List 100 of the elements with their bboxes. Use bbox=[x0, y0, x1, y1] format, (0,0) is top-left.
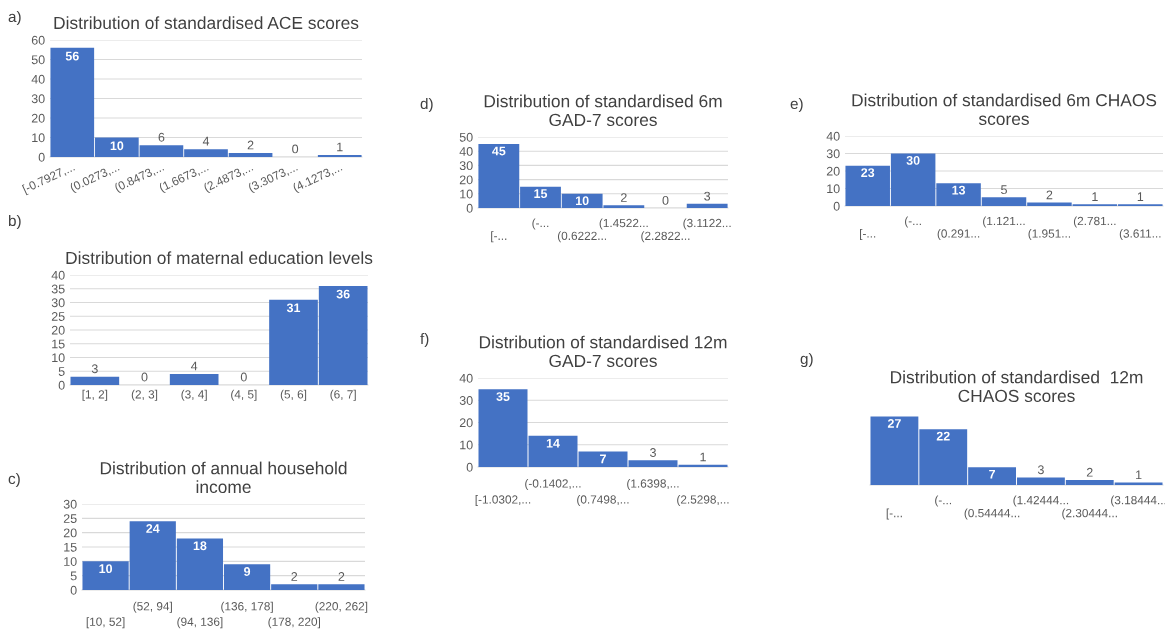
y-tick-label: 0 bbox=[58, 380, 65, 390]
data-label: 3 bbox=[91, 364, 98, 374]
y-tick-label: 0 bbox=[38, 152, 45, 162]
y-tick-label: 5 bbox=[70, 571, 77, 581]
x-tick-label: (178, 220] bbox=[268, 617, 320, 629]
y-tick-label: 50 bbox=[459, 132, 473, 142]
data-label: 1 bbox=[337, 142, 343, 152]
x-tick-label: (0.54444... bbox=[964, 508, 1020, 520]
data-label: 15 bbox=[534, 189, 548, 199]
data-label: 30 bbox=[906, 155, 920, 165]
y-tick-label: 15 bbox=[64, 542, 77, 552]
x-tick-label: (2.30444... bbox=[1062, 508, 1117, 520]
y-tick-label: 0 bbox=[70, 585, 77, 595]
data-label: 5 bbox=[1001, 185, 1007, 195]
data-label: 2 bbox=[1046, 190, 1053, 200]
x-tick-label: (52, 94] bbox=[133, 601, 172, 613]
x-tick-label: (1.42444... bbox=[1013, 495, 1069, 507]
y-tick-label: 15 bbox=[52, 339, 65, 349]
chart-title: Distribution of annual household income bbox=[100, 461, 347, 494]
x-tick-label: (3.18444... bbox=[1111, 495, 1165, 507]
data-label: 1 bbox=[700, 452, 706, 462]
y-tick-label: 20 bbox=[31, 113, 45, 123]
x-tick-label: [-... bbox=[886, 508, 902, 520]
y-tick-label: 30 bbox=[31, 94, 45, 104]
x-tick-label: (2, 3] bbox=[131, 389, 158, 401]
x-tick-label: (94, 136] bbox=[177, 617, 223, 629]
x-tick-label: (-... bbox=[905, 216, 921, 228]
data-label: 10 bbox=[110, 141, 124, 151]
y-tick-label: 25 bbox=[51, 312, 65, 321]
bar bbox=[169, 374, 219, 385]
x-tick-label: (2.5298,... bbox=[677, 495, 729, 506]
data-label: 9 bbox=[244, 567, 251, 576]
y-tick-label: 40 bbox=[51, 270, 65, 280]
data-label: 2 bbox=[291, 572, 298, 581]
data-label: 14 bbox=[546, 438, 560, 448]
text: f) bbox=[420, 332, 429, 348]
data-label: 3 bbox=[1037, 465, 1044, 475]
x-tick-label: (2.2822... bbox=[641, 231, 690, 243]
y-tick-label: 10 bbox=[32, 133, 45, 143]
data-label: 45 bbox=[492, 146, 506, 156]
data-label: 24 bbox=[146, 524, 160, 533]
y-tick-label: 40 bbox=[31, 74, 45, 84]
y-tick-label: 20 bbox=[826, 166, 840, 176]
x-tick-label: (0.291... bbox=[937, 229, 980, 241]
data-label: 31 bbox=[286, 303, 301, 313]
text: c) bbox=[8, 472, 20, 488]
text: d) bbox=[420, 97, 433, 113]
x-tick-label: (6, 7] bbox=[330, 389, 356, 401]
y-tick-label: 5 bbox=[58, 367, 65, 376]
x-tick-label: (-0.1402,... bbox=[525, 478, 581, 490]
text: b) bbox=[8, 214, 21, 230]
data-label: 7 bbox=[600, 454, 606, 464]
y-tick-label: 20 bbox=[51, 325, 65, 335]
y-tick-label: 30 bbox=[459, 396, 473, 405]
y-tick-label: 10 bbox=[460, 440, 473, 450]
chart-title: Distribution of standardised 6m CHAOS scores bbox=[852, 93, 1157, 126]
y-tick-label: 0 bbox=[833, 201, 840, 211]
data-label: 2 bbox=[620, 193, 627, 202]
x-tick-label: (4, 5] bbox=[231, 389, 257, 401]
x-tick-label: (1.6398,... bbox=[627, 478, 679, 490]
data-label: 36 bbox=[336, 289, 350, 299]
data-label: 2 bbox=[338, 572, 345, 581]
data-label: 1 bbox=[1092, 192, 1098, 201]
data-label: 2 bbox=[247, 140, 254, 150]
chart-title: Distribution of standardised ACE scores bbox=[54, 16, 359, 30]
chart-title: Distribution of standardised 12m CHAOS scores bbox=[891, 370, 1143, 403]
x-tick-label: [-... bbox=[491, 231, 507, 243]
data-label: 3 bbox=[650, 448, 656, 457]
data-label: 7 bbox=[989, 469, 996, 479]
x-tick-label: [-1.0302,... bbox=[475, 495, 531, 507]
chart-title: Distribution of standardised 12m GAD-7 scores bbox=[479, 335, 727, 368]
data-label: 56 bbox=[65, 51, 79, 61]
x-tick-label: (220, 262] bbox=[315, 601, 368, 613]
y-tick-label: 30 bbox=[459, 161, 473, 171]
data-label: 0 bbox=[141, 372, 148, 382]
x-tick-label: (3.611... bbox=[1119, 229, 1161, 241]
y-tick-label: 0 bbox=[466, 462, 473, 472]
x-tick-label: (136, 178] bbox=[221, 601, 273, 613]
x-tick-label: (1.4522... bbox=[599, 218, 648, 230]
data-label: 10 bbox=[99, 564, 113, 574]
y-tick-label: 30 bbox=[51, 298, 65, 308]
x-tick-label: [-... bbox=[860, 229, 876, 241]
y-tick-label: 30 bbox=[826, 149, 840, 159]
y-tick-label: 10 bbox=[460, 189, 473, 199]
bar bbox=[70, 376, 120, 385]
text: e) bbox=[790, 97, 803, 113]
chart-title: Distribution of maternal education levels bbox=[66, 251, 373, 265]
x-tick-label: (3, 4] bbox=[181, 389, 207, 401]
data-label: 3 bbox=[704, 191, 711, 201]
x-tick-label: (1.121... bbox=[983, 216, 1025, 228]
data-label: 18 bbox=[193, 541, 207, 551]
y-tick-label: 20 bbox=[459, 175, 473, 185]
y-tick-label: 40 bbox=[459, 147, 473, 156]
x-tick-label: (0.7498,... bbox=[577, 495, 629, 506]
y-tick-label: 10 bbox=[52, 353, 65, 363]
y-tick-label: 30 bbox=[63, 499, 77, 509]
data-label: 6 bbox=[158, 132, 165, 142]
data-label: 2 bbox=[1086, 467, 1093, 477]
x-tick-label: (-... bbox=[532, 218, 549, 230]
x-tick-label: (0.6222... bbox=[557, 231, 607, 243]
